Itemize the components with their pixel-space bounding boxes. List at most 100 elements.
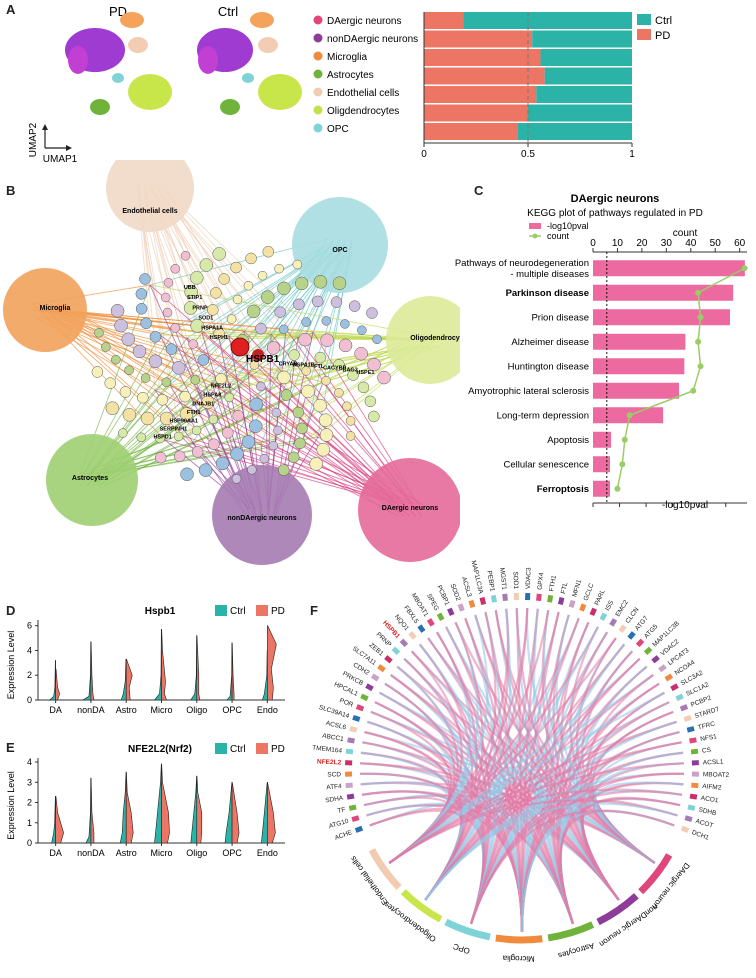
gene-label: ACO1	[700, 795, 719, 805]
legend-dot	[313, 87, 323, 97]
gene-label: AIFM2	[702, 783, 722, 792]
violin-ctrl	[81, 641, 92, 701]
gene-label: DNAJB1	[192, 401, 214, 407]
bar-ctrl	[517, 123, 632, 140]
hub-label-hspb1: HSPB1	[246, 354, 280, 365]
gene-label: ISS	[604, 599, 615, 612]
kegg-chart: DAergic neurons KEGG plot of pathways re…	[455, 193, 748, 510]
gene-label: HSP90AA1	[170, 418, 198, 424]
cluster-astrocytes: Astrocytes	[46, 434, 138, 526]
violin-ctrl	[51, 796, 56, 844]
bar-ctrl	[528, 104, 632, 122]
panel-label-f: F	[310, 603, 318, 618]
hub-node-hsph1	[252, 349, 264, 361]
gene-label: ABCC1	[322, 732, 345, 743]
violin-ctrl	[190, 635, 198, 701]
y-tick: 4	[27, 645, 32, 655]
bar-ctrl	[532, 30, 632, 48]
category-label: - multiple diseases	[510, 269, 589, 280]
cluster-nondaergic-neurons: nonDAergic neurons	[212, 465, 312, 565]
legend-pval: -log10pval	[547, 221, 589, 231]
category-label: Pathways of neurodegeneration	[455, 258, 589, 269]
gene-label: BAG3	[342, 367, 357, 373]
category-label: Apoptosis	[547, 435, 589, 446]
gene-label: PEBP1	[485, 570, 495, 592]
hub-node-hspb1	[230, 337, 250, 357]
violin-pd	[125, 771, 134, 844]
bar-pval	[593, 309, 731, 326]
violin-ctrl	[226, 642, 233, 701]
gene-label: ACSL3	[460, 576, 473, 598]
bar-pd	[424, 123, 518, 140]
bar-pval	[593, 431, 612, 448]
group-label: nonDA	[77, 705, 105, 715]
gene-label: HSPE1	[356, 370, 374, 376]
gene-label: MFN1	[571, 579, 583, 598]
count-point	[619, 461, 626, 468]
top-axis-label: count	[673, 228, 698, 239]
umap-axes: UMAP2 UMAP1	[28, 122, 78, 165]
category-label: Prion disease	[531, 312, 589, 323]
cluster-daergic-neurons: DAergic neurons	[358, 458, 460, 562]
legend-dot	[313, 51, 323, 61]
panel-label-a: A	[6, 2, 16, 17]
violin-pd	[55, 796, 64, 844]
bar-pd	[424, 86, 537, 103]
bar-ctrl	[536, 86, 632, 103]
cluster-endothelial-cells: Endothelial cells	[106, 160, 194, 232]
cell-type-label: nonDAergic neuron	[598, 902, 660, 948]
violin-pd	[267, 781, 276, 844]
bar-tick: 1	[629, 149, 635, 160]
gene-label: ATG10	[328, 818, 350, 830]
category-label: Parkinson disease	[506, 288, 589, 299]
y-tick: 0	[27, 838, 32, 848]
y-label: Expression Level	[6, 771, 16, 840]
violin-title: Hspb1	[145, 606, 176, 617]
count-point	[695, 289, 702, 296]
legend-dot	[313, 69, 323, 79]
gene-label: CACYBP	[323, 365, 347, 371]
cluster-label: Microglia	[40, 305, 71, 312]
legend-dot	[313, 33, 323, 43]
cell-type-label: Microglia	[502, 954, 535, 964]
cluster-label: Oligodendrocytes	[410, 335, 460, 342]
gene-label: GPX4	[537, 572, 546, 590]
violin-pd	[55, 668, 60, 701]
bar-ctrl	[463, 12, 632, 29]
y-tick: 2	[27, 670, 32, 680]
gene-label: ACHE	[334, 829, 354, 842]
group-label: OPC	[222, 848, 242, 858]
panel-label-d: D	[6, 603, 16, 618]
cluster-label: Endothelial cells	[122, 208, 177, 215]
count-point	[690, 387, 697, 394]
bar-tick: 0	[421, 149, 427, 160]
bar-ctrl	[544, 67, 632, 85]
bar-pd	[424, 104, 528, 122]
network-nodes: HSPB1	[91, 245, 391, 484]
panel-label-b: B	[6, 183, 16, 198]
bar-pd	[424, 12, 464, 29]
cell-type-label: Oligodendrocytes	[382, 900, 437, 944]
count-point	[741, 265, 748, 272]
cluster-label: Astrocytes	[72, 475, 108, 482]
gene-label: DCH1	[691, 829, 710, 842]
cluster-oligodendrocytes: Oligodendrocytes	[386, 296, 460, 384]
group-label: OPC	[222, 705, 242, 715]
bar-legend-swatch	[637, 29, 651, 40]
bar-legend-label: PD	[655, 30, 670, 42]
cell-type-label: Astrocytes	[557, 941, 595, 960]
top-tick: 60	[734, 238, 746, 249]
violin-pd	[231, 642, 235, 701]
gene-label: NFE2L2	[211, 384, 231, 390]
gene-label: VDAC3	[525, 567, 533, 589]
bar-legend-label: Ctrl	[655, 15, 672, 27]
top-tick: 10	[612, 238, 624, 249]
count-point	[697, 314, 704, 321]
gene-label: SDHA	[325, 795, 345, 805]
y-tick: 4	[27, 757, 32, 767]
panel-b-network: Endothelial cells OPC Microglia Oligodendro…	[3, 160, 460, 565]
violin-ctrl	[261, 650, 268, 701]
violin-pd	[161, 629, 167, 701]
y-tick: 0	[27, 695, 32, 705]
